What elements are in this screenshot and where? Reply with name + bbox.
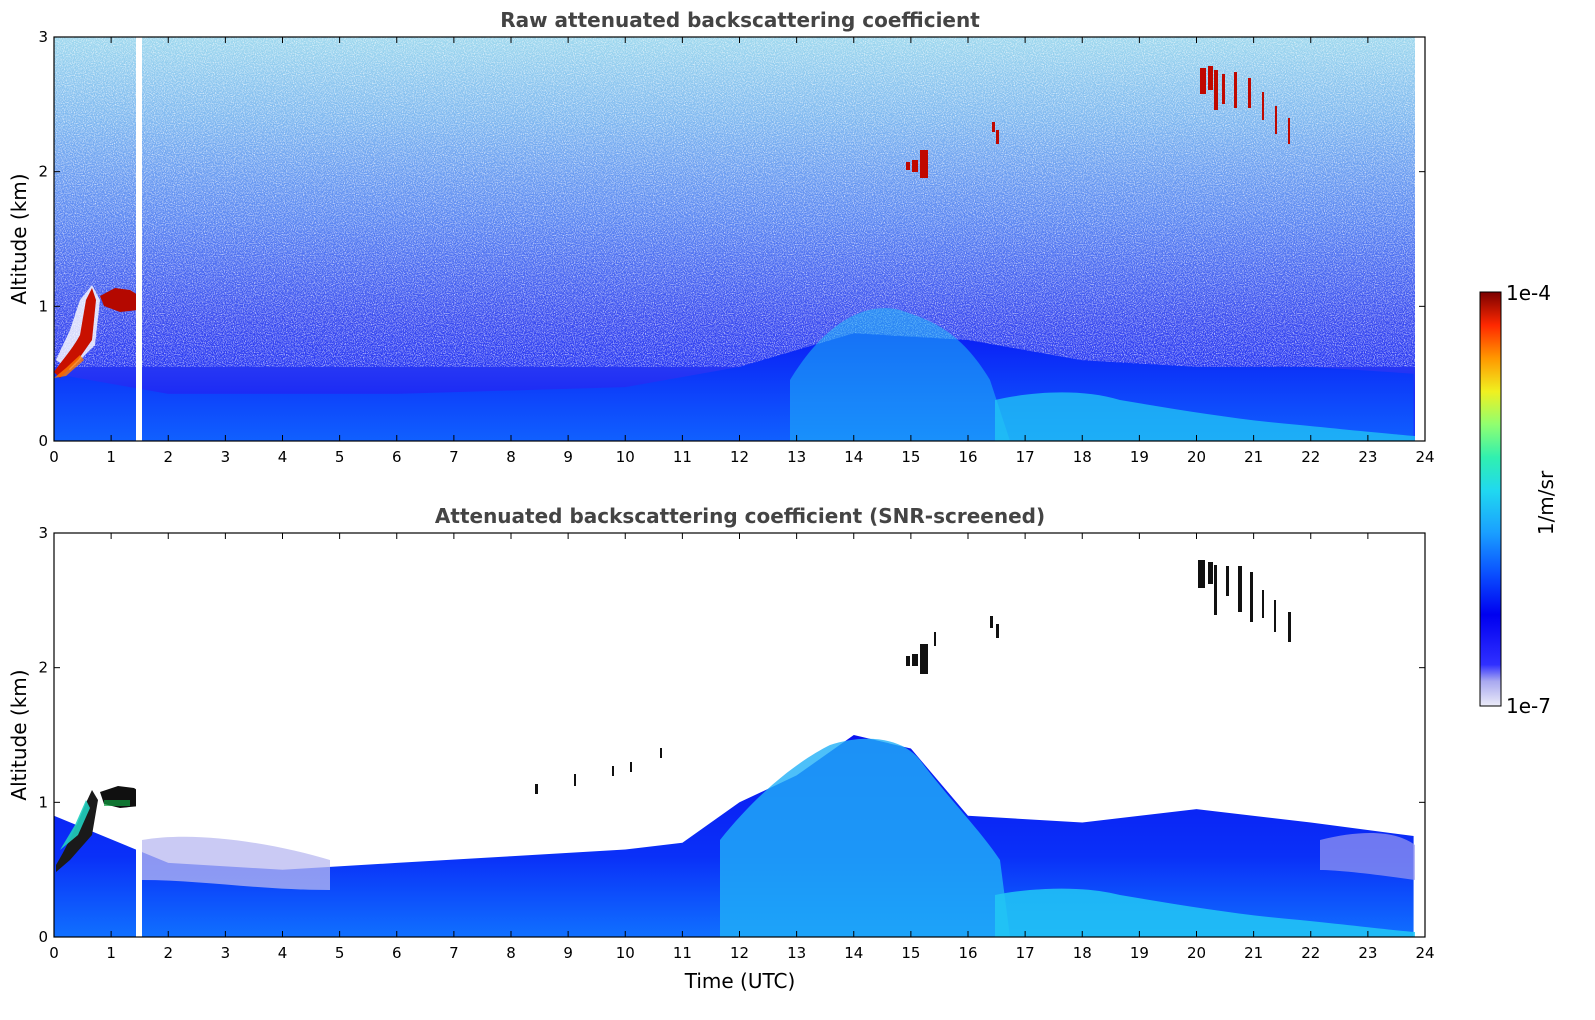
panel-title: Attenuated backscattering coefficient (S… bbox=[435, 504, 1045, 528]
y-tick-label: 2 bbox=[38, 163, 48, 181]
y-axis-ticks: 0 1 2 3 bbox=[38, 524, 1425, 946]
cloud-echoes bbox=[535, 560, 1291, 794]
x-tick-label: 2 bbox=[163, 448, 173, 466]
y-tick-label: 0 bbox=[38, 928, 48, 946]
data-gap bbox=[136, 533, 142, 937]
x-tick-label: 2 bbox=[163, 944, 173, 962]
x-axis-ticks: 0 1 2 3 4 5 6 7 8 9 10 11 12 13 14 15 16 17 18 19 20 21 22 23 24 bbox=[49, 37, 1435, 466]
x-tick-label: 11 bbox=[673, 944, 692, 962]
x-tick-label: 4 bbox=[278, 944, 288, 962]
x-tick-label: 7 bbox=[449, 448, 459, 466]
x-axis-label: Time (UTC) bbox=[684, 969, 796, 993]
y-tick-label: 3 bbox=[38, 28, 48, 46]
low-cloud-feature bbox=[54, 285, 138, 378]
x-tick-label: 12 bbox=[730, 944, 749, 962]
x-tick-label: 20 bbox=[1187, 448, 1206, 466]
x-tick-label: 3 bbox=[221, 944, 231, 962]
x-tick-label: 21 bbox=[1244, 944, 1263, 962]
x-tick-label: 14 bbox=[844, 944, 863, 962]
x-tick-label: 20 bbox=[1187, 944, 1206, 962]
x-tick-label: 22 bbox=[1301, 944, 1320, 962]
x-tick-label: 8 bbox=[506, 944, 516, 962]
colorbar-unit-label: 1/m/sr bbox=[1534, 470, 1558, 535]
y-tick-label: 2 bbox=[38, 659, 48, 677]
panel-title: Raw attenuated backscattering coefficien… bbox=[500, 8, 980, 32]
colorbar: 1e-4 1e-7 1/m/sr bbox=[1479, 281, 1558, 718]
x-tick-label: 5 bbox=[335, 944, 345, 962]
x-tick-label: 3 bbox=[221, 448, 231, 466]
afternoon-residual-layer bbox=[995, 888, 1415, 937]
x-axis-ticks: 0 1 2 3 4 5 6 7 8 9 10 11 12 13 14 15 16 17 18 19 20 21 22 23 24 bbox=[49, 533, 1435, 962]
y-tick-label: 1 bbox=[38, 297, 48, 315]
y-axis-label: Altitude (km) bbox=[7, 669, 31, 800]
snr-screened-panel: 0 1 2 3 4 5 6 7 8 9 10 11 12 13 14 15 16 17 18 19 20 21 22 23 24… bbox=[7, 504, 1435, 993]
x-tick-label: 15 bbox=[901, 448, 920, 466]
x-tick-label: 18 bbox=[1073, 944, 1092, 962]
x-tick-label: 13 bbox=[787, 944, 806, 962]
missing-data-edge bbox=[1415, 37, 1425, 441]
x-tick-label: 23 bbox=[1358, 944, 1377, 962]
x-tick-label: 9 bbox=[563, 448, 573, 466]
cloud-echoes bbox=[906, 66, 1290, 178]
low-cloud-feature bbox=[56, 786, 140, 872]
colorbar-scale bbox=[1479, 291, 1502, 707]
x-tick-label: 0 bbox=[49, 944, 59, 962]
colorbar-min-label: 1e-7 bbox=[1506, 694, 1551, 718]
x-tick-label: 14 bbox=[844, 448, 863, 466]
y-tick-label: 0 bbox=[38, 432, 48, 450]
x-tick-label: 8 bbox=[506, 448, 516, 466]
missing-data-edge bbox=[1415, 533, 1425, 937]
x-tick-label: 17 bbox=[1016, 944, 1035, 962]
late-weak-layer bbox=[1320, 833, 1415, 880]
x-tick-label: 21 bbox=[1244, 448, 1263, 466]
raw-backscatter-panel: 0 1 2 3 4 5 6 7 8 9 10 11 12 13 14 15 16 17 18 19 20 21 22 23 24… bbox=[7, 8, 1435, 466]
x-tick-label: 12 bbox=[730, 448, 749, 466]
x-tick-label: 1 bbox=[106, 944, 116, 962]
daytime-aerosol-plume bbox=[720, 738, 1010, 937]
x-tick-label: 24 bbox=[1415, 448, 1434, 466]
colorbar-max-label: 1e-4 bbox=[1506, 281, 1551, 305]
x-tick-label: 23 bbox=[1358, 448, 1377, 466]
x-tick-label: 10 bbox=[616, 448, 635, 466]
y-axis-ticks: 0 1 2 3 bbox=[38, 28, 1425, 450]
x-tick-label: 5 bbox=[335, 448, 345, 466]
night-weak-layer bbox=[142, 836, 330, 890]
data-gap bbox=[136, 37, 142, 441]
x-tick-label: 10 bbox=[616, 944, 635, 962]
y-tick-label: 3 bbox=[38, 524, 48, 542]
afternoon-residual-layer bbox=[995, 392, 1415, 441]
y-tick-label: 1 bbox=[38, 793, 48, 811]
raw-noise-speckle bbox=[54, 37, 1415, 367]
x-tick-label: 9 bbox=[563, 944, 573, 962]
x-tick-label: 18 bbox=[1073, 448, 1092, 466]
x-tick-label: 11 bbox=[673, 448, 692, 466]
x-tick-label: 6 bbox=[392, 944, 402, 962]
x-tick-label: 24 bbox=[1415, 944, 1434, 962]
x-tick-label: 15 bbox=[901, 944, 920, 962]
x-tick-label: 17 bbox=[1016, 448, 1035, 466]
x-tick-label: 16 bbox=[958, 944, 977, 962]
x-tick-label: 7 bbox=[449, 944, 459, 962]
x-tick-label: 1 bbox=[106, 448, 116, 466]
y-axis-label: Altitude (km) bbox=[7, 173, 31, 304]
x-tick-label: 22 bbox=[1301, 448, 1320, 466]
x-tick-label: 19 bbox=[1130, 448, 1149, 466]
x-tick-label: 19 bbox=[1130, 944, 1149, 962]
daytime-aerosol-plume bbox=[790, 308, 1010, 441]
x-tick-label: 6 bbox=[392, 448, 402, 466]
x-tick-label: 0 bbox=[49, 448, 59, 466]
x-tick-label: 4 bbox=[278, 448, 288, 466]
x-tick-label: 16 bbox=[958, 448, 977, 466]
x-tick-label: 13 bbox=[787, 448, 806, 466]
